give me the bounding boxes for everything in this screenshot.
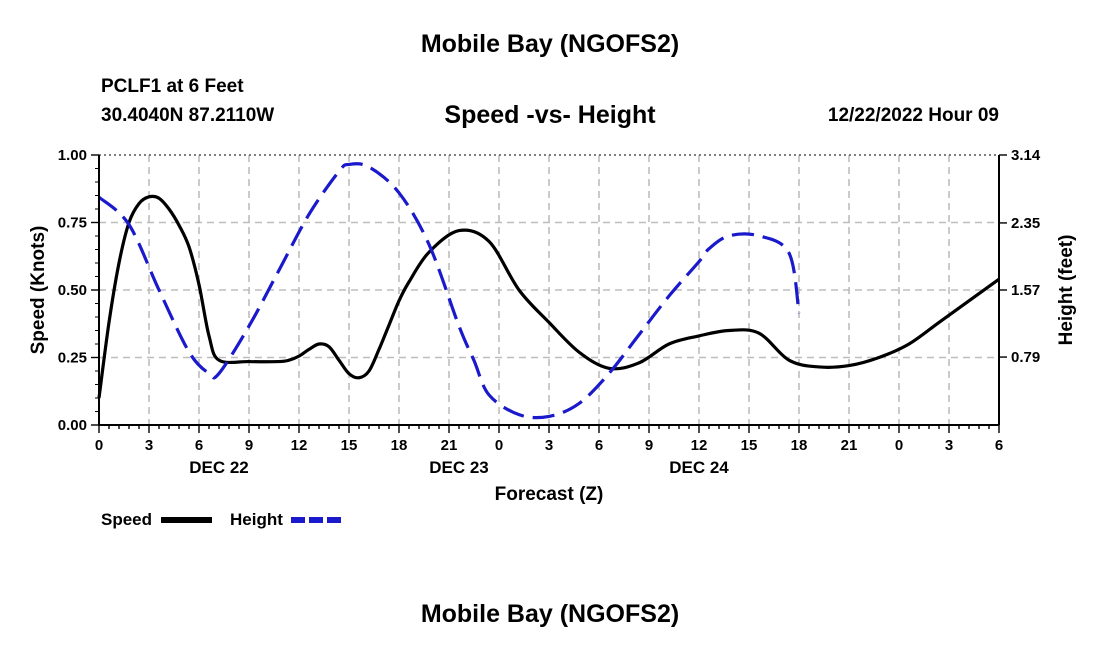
axes: 0 3 6 9 12 15 18 21 0 3 6 9 12 15 18 21 0 3 6 DEC 22 DEC 23 D… — [28, 147, 1077, 505]
y-left-tick-label: 0.25 — [58, 350, 87, 367]
date-label: DEC 24 — [669, 458, 729, 477]
y-left-axis-title: Speed (Knots) — [28, 226, 49, 355]
station-label: PCLF1 at 6 Feet — [101, 76, 244, 97]
coordinates-label: 30.4040N 87.2110W — [101, 105, 275, 126]
y-right-tick-label: 1.57 — [1011, 282, 1040, 299]
bottom-chart-title: Mobile Bay (NGOFS2) — [420, 600, 680, 628]
y-right-tick-label: 0.79 — [1011, 349, 1040, 366]
x-tick-label: 12 — [291, 437, 308, 454]
series-lines — [97, 162, 1000, 420]
y-right-tick-label: 2.35 — [1011, 215, 1040, 232]
x-tick-label: 15 — [341, 437, 358, 454]
date-label: DEC 22 — [189, 458, 249, 477]
x-tick-label: 15 — [741, 437, 758, 454]
x-axis-title: Forecast (Z) — [495, 484, 604, 505]
x-tick-label: 3 — [145, 437, 153, 454]
x-tick-label: 0 — [495, 437, 503, 454]
x-tick-label: 6 — [995, 437, 1003, 454]
y-right-axis-title: Height (feet) — [1056, 235, 1077, 346]
legend: Speed Height — [101, 510, 342, 529]
x-tick-label: 9 — [245, 437, 253, 454]
speed-series-line — [97, 194, 1000, 399]
legend-speed-label: Speed — [101, 510, 152, 529]
x-tick-label: 18 — [791, 437, 808, 454]
x-tick-label: 9 — [645, 437, 653, 454]
x-tick-label: 12 — [691, 437, 708, 454]
x-tick-label: 6 — [195, 437, 203, 454]
legend-height-label: Height — [230, 510, 283, 529]
y-left-tick-label: 0.00 — [58, 417, 87, 434]
gridlines — [99, 154, 999, 425]
y-right-tick-label: 3.14 — [1011, 147, 1041, 164]
chart-title: Mobile Bay (NGOFS2) — [420, 30, 680, 58]
x-tick-label: 0 — [95, 437, 103, 454]
x-tick-label: 21 — [441, 437, 458, 454]
x-tick-label: 3 — [545, 437, 553, 454]
y-left-tick-label: 0.50 — [58, 282, 87, 299]
forecast-datetime: 12/22/2022 Hour 09 — [827, 105, 999, 126]
height-series-line — [97, 162, 801, 420]
x-tick-label: 0 — [895, 437, 903, 454]
chart-subtitle: Speed -vs- Height — [444, 101, 656, 129]
date-label: DEC 23 — [429, 458, 489, 477]
x-tick-label: 21 — [841, 437, 858, 454]
x-tick-label: 18 — [391, 437, 408, 454]
x-tick-label: 3 — [945, 437, 953, 454]
y-left-tick-label: 0.75 — [58, 215, 87, 232]
y-left-tick-label: 1.00 — [58, 147, 87, 164]
x-tick-label: 6 — [595, 437, 603, 454]
